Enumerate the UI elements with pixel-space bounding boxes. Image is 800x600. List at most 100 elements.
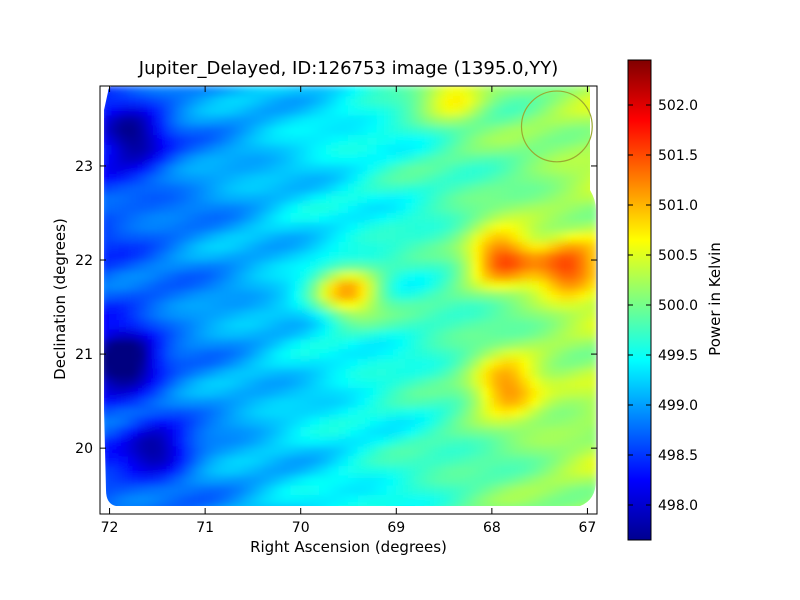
heatmap-cell (414, 270, 426, 282)
heatmap-cell (338, 435, 349, 447)
heatmap-cell (586, 260, 596, 272)
heatmap-cell (271, 192, 283, 204)
heatmap-cell (281, 221, 292, 233)
heatmap-cell (319, 435, 330, 447)
heatmap-cell (104, 328, 111, 340)
heatmap-cell (376, 270, 388, 282)
heatmap-cell (348, 435, 359, 447)
heatmap-cell (233, 377, 244, 389)
heatmap-cell (577, 173, 588, 184)
heatmap-cell (491, 318, 502, 330)
heatmap-cell (424, 250, 436, 262)
heatmap-cell (539, 367, 550, 379)
heatmap-cell (175, 474, 187, 486)
heatmap-cell (147, 435, 158, 447)
heatmap-cell (175, 124, 187, 136)
heatmap-cell (567, 270, 579, 282)
heatmap-cell (118, 153, 130, 165)
heatmap-cell (386, 231, 397, 243)
heatmap-cell (510, 289, 522, 301)
heatmap-cell (395, 338, 407, 350)
heatmap-cell (453, 124, 464, 136)
heatmap-cell (405, 95, 416, 106)
heatmap-cell (577, 445, 588, 457)
heatmap-cell (395, 280, 407, 291)
heatmap-cell (328, 406, 340, 418)
heatmap-cell (386, 338, 397, 350)
heatmap-cell (185, 260, 197, 272)
heatmap-cell (357, 202, 369, 213)
heatmap-cell (414, 104, 426, 116)
heatmap-cell (548, 396, 560, 408)
heatmap-cell (481, 484, 493, 496)
heatmap-cell (424, 396, 436, 408)
heatmap-cell (185, 104, 197, 116)
heatmap-cell (147, 250, 158, 262)
heatmap-cell (395, 231, 407, 243)
heatmap-cell (156, 328, 168, 340)
heatmap-cell (548, 474, 560, 486)
heatmap-cell (137, 435, 149, 447)
heatmap-cell (405, 318, 416, 330)
heatmap-cell (500, 95, 512, 106)
heatmap-cell (586, 182, 596, 194)
heatmap-cell (424, 309, 436, 320)
heatmap-cell (472, 494, 483, 505)
heatmap-cell (175, 163, 187, 175)
heatmap-cell (481, 153, 493, 165)
heatmap-cell (290, 241, 302, 252)
heatmap-cell (529, 250, 541, 262)
heatmap-cell (204, 328, 216, 340)
heatmap-cell (195, 270, 206, 282)
heatmap-cell (376, 250, 388, 262)
heatmap-cell (472, 134, 483, 145)
heatmap-cell (558, 357, 569, 369)
heatmap-cell (414, 86, 426, 97)
heatmap-cell (386, 503, 397, 506)
heatmap-cell (147, 387, 158, 398)
heatmap-cell (271, 416, 283, 427)
heatmap-cell (510, 474, 522, 486)
heatmap-cell (520, 406, 531, 418)
heatmap-cell (214, 104, 225, 116)
heatmap-cell (405, 260, 416, 272)
heatmap-cell (233, 163, 244, 175)
heatmap-cell (481, 387, 493, 398)
heatmap-cell (281, 348, 292, 359)
heatmap-cell (520, 318, 531, 330)
heatmap-cell (271, 124, 283, 136)
heatmap-cell (156, 124, 168, 136)
heatmap-cell (252, 124, 263, 136)
heatmap-cell (128, 260, 139, 272)
heatmap-cell (261, 299, 273, 311)
heatmap-cell (175, 328, 187, 340)
heatmap-cell (414, 328, 426, 340)
heatmap-cell (491, 250, 502, 262)
heatmap-cell (443, 299, 455, 311)
heatmap-cell (577, 318, 588, 330)
heatmap-cell (539, 474, 550, 486)
heatmap-cell (539, 153, 550, 165)
heatmap-cell (195, 435, 206, 447)
heatmap-cell (462, 474, 474, 486)
heatmap-cell (462, 86, 474, 97)
heatmap-cell (185, 348, 197, 359)
heatmap-cell (558, 173, 569, 184)
heatmap-cell (338, 173, 349, 184)
heatmap-cell (195, 318, 206, 330)
heatmap-cell (242, 503, 254, 506)
heatmap-cell (577, 367, 588, 379)
heatmap-cell (462, 318, 474, 330)
heatmap-cell (328, 86, 340, 97)
heatmap-cell (586, 435, 596, 447)
heatmap-cell (500, 289, 512, 301)
heatmap-cell (386, 318, 397, 330)
heatmap-cell (548, 357, 560, 369)
heatmap-cell (204, 143, 216, 155)
heatmap-cell (300, 494, 311, 505)
heatmap-cell (500, 435, 512, 447)
heatmap-cell (367, 309, 378, 320)
heatmap-cell (290, 387, 302, 398)
heatmap-cell (242, 280, 254, 291)
plot-frame (99, 85, 598, 515)
